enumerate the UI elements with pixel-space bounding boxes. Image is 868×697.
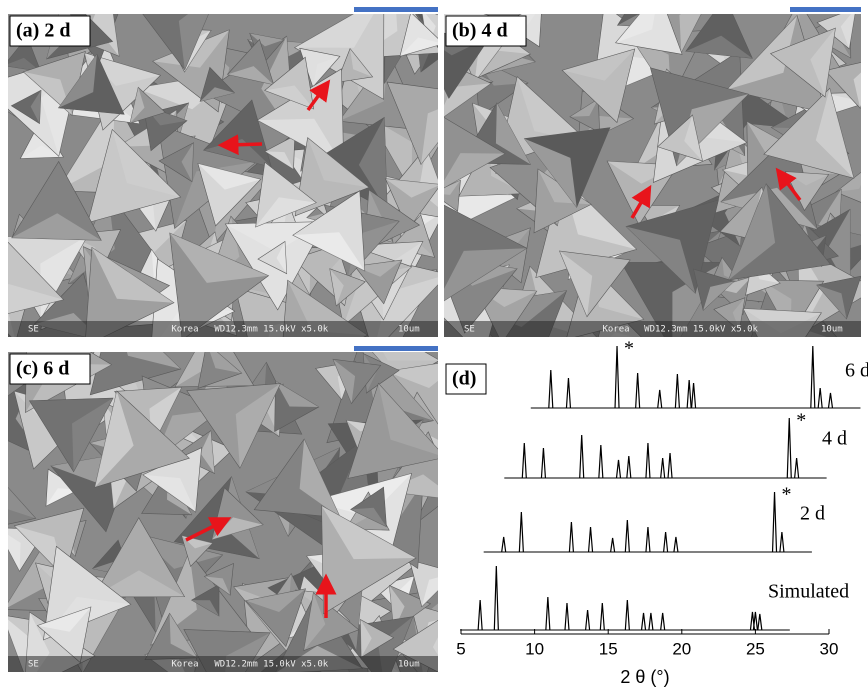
sem-footer-text: 10um	[821, 325, 843, 335]
peak	[795, 458, 799, 478]
peak	[780, 532, 784, 552]
sem-footer-text: Korea	[602, 325, 629, 335]
panel-label: (b) 4 d	[452, 20, 508, 42]
peak	[541, 448, 545, 478]
peak	[675, 374, 679, 408]
sem-panels: SEKoreaWD12.3mm 15.0kV x5.0k10um(a) 2 dS…	[0, 0, 868, 692]
peak-annotation: *	[624, 338, 634, 360]
x-tick-label: 30	[820, 639, 839, 658]
peak	[646, 443, 650, 478]
peak	[502, 537, 506, 552]
peak	[494, 566, 498, 630]
peak	[811, 346, 815, 408]
peak	[636, 373, 640, 408]
page: SEKoreaWD12.3mm 15.0kV x5.0k10um(a) 2 dS…	[0, 0, 868, 697]
x-tick-label: 25	[746, 639, 765, 658]
sem-image: SE Korea WD12.2mm 15.0kV x5.0k 10um (c) 6 d	[0, 303, 465, 692]
peak	[611, 538, 615, 552]
sem-footer-text: WD12.3mm 15.0kV x5.0k	[644, 325, 758, 335]
peak	[646, 527, 650, 552]
peak	[625, 520, 629, 552]
arrow	[228, 144, 262, 145]
peak	[586, 610, 590, 630]
sem-footer-text: Korea	[171, 660, 198, 670]
peak	[649, 613, 653, 630]
figure: SEKoreaWD12.3mm 15.0kV x5.0k10um(a) 2 dS…	[0, 0, 868, 692]
peak	[565, 603, 569, 630]
x-tick-label: 20	[672, 639, 691, 658]
peak	[569, 522, 573, 552]
peak	[758, 614, 762, 630]
peak	[773, 492, 777, 552]
peak	[692, 383, 696, 408]
peak	[625, 600, 629, 630]
peak	[661, 613, 665, 630]
x-tick-label: 15	[599, 639, 618, 658]
series-label: Simulated	[768, 581, 849, 603]
sem-footer-text: SE	[28, 325, 39, 335]
x-tick-label: 10	[525, 639, 544, 658]
peak	[478, 600, 482, 630]
sem-footer-text: Korea	[171, 325, 198, 335]
scale-bar	[354, 346, 438, 351]
panel-label: (c) 6 d	[16, 358, 69, 380]
panel-label: (a) 2 d	[16, 20, 70, 42]
peak	[753, 612, 757, 630]
peak	[787, 418, 791, 478]
x-axis-label: 2 θ (°)	[620, 667, 669, 687]
peak	[661, 458, 665, 478]
peak	[566, 378, 570, 408]
peak	[600, 603, 604, 630]
sem-image: SE Korea WD12.3mm 15.0kV x5.0k 10um (b) 4 d	[414, 0, 868, 384]
sem-footer-text: WD12.2mm 15.0kV x5.0k	[214, 660, 328, 670]
sem-footer-text: SE	[28, 660, 39, 670]
peak	[664, 532, 668, 552]
peak	[642, 613, 646, 630]
sem-footer-text: WD12.3mm 15.0kV x5.0k	[214, 325, 328, 335]
sem-footer-text: 10um	[398, 660, 420, 670]
texture	[0, 0, 475, 377]
peak	[627, 456, 631, 478]
xrd-chart: (d) 5 10 15 20 25 30 2 θ (°) Simulated 2 d * 4 d * 6 …	[446, 338, 868, 687]
peak	[687, 380, 691, 408]
peak	[615, 346, 619, 408]
series-label: 6 d	[845, 360, 868, 382]
peak	[599, 445, 603, 478]
peak	[674, 537, 678, 552]
scale-bar	[790, 7, 861, 12]
series-label: 4 d	[822, 428, 847, 450]
series-label: 2 d	[800, 503, 825, 525]
scale-bar	[354, 7, 438, 12]
peak	[828, 393, 832, 408]
peak	[522, 443, 526, 478]
peak	[818, 388, 822, 408]
x-tick-label: 5	[456, 639, 465, 658]
peak	[580, 435, 584, 478]
peak	[546, 597, 550, 630]
sem-footer-text: 10um	[398, 325, 420, 335]
peak	[519, 512, 523, 552]
peak	[668, 453, 672, 478]
peak	[549, 370, 553, 408]
peak	[658, 390, 662, 408]
sem-image: SE Korea WD12.3mm 15.0kV x5.0k 10um (a) 2 d	[0, 0, 475, 377]
peak-annotation: *	[796, 410, 806, 432]
panel-label: (d)	[452, 368, 476, 390]
peak	[617, 460, 621, 478]
sem-footer-text: SE	[464, 325, 475, 335]
peak	[589, 527, 593, 552]
peak-annotation: *	[782, 484, 792, 506]
